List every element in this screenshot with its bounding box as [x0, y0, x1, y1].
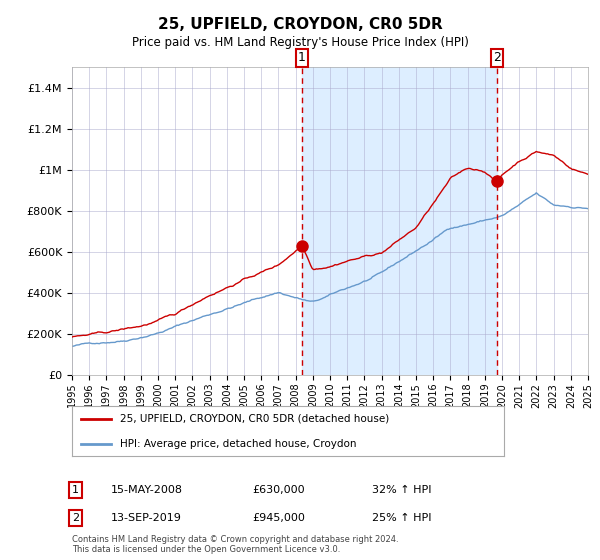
- Text: 1: 1: [72, 485, 79, 495]
- Text: 2: 2: [493, 51, 501, 64]
- Text: Price paid vs. HM Land Registry's House Price Index (HPI): Price paid vs. HM Land Registry's House …: [131, 36, 469, 49]
- Text: £630,000: £630,000: [252, 485, 305, 495]
- Bar: [302, 67, 497, 375]
- Text: £945,000: £945,000: [252, 513, 305, 523]
- Text: 1: 1: [298, 51, 306, 64]
- Text: Contains HM Land Registry data © Crown copyright and database right 2024.
This d: Contains HM Land Registry data © Crown c…: [72, 535, 398, 554]
- Text: 25% ↑ HPI: 25% ↑ HPI: [372, 513, 431, 523]
- Text: 25, UPFIELD, CROYDON, CR0 5DR: 25, UPFIELD, CROYDON, CR0 5DR: [158, 17, 442, 32]
- Text: 25, UPFIELD, CROYDON, CR0 5DR (detached house): 25, UPFIELD, CROYDON, CR0 5DR (detached …: [119, 414, 389, 423]
- Text: 13-SEP-2019: 13-SEP-2019: [111, 513, 182, 523]
- Text: 32% ↑ HPI: 32% ↑ HPI: [372, 485, 431, 495]
- Text: HPI: Average price, detached house, Croydon: HPI: Average price, detached house, Croy…: [119, 439, 356, 449]
- Text: 2: 2: [72, 513, 79, 523]
- Text: 15-MAY-2008: 15-MAY-2008: [111, 485, 183, 495]
